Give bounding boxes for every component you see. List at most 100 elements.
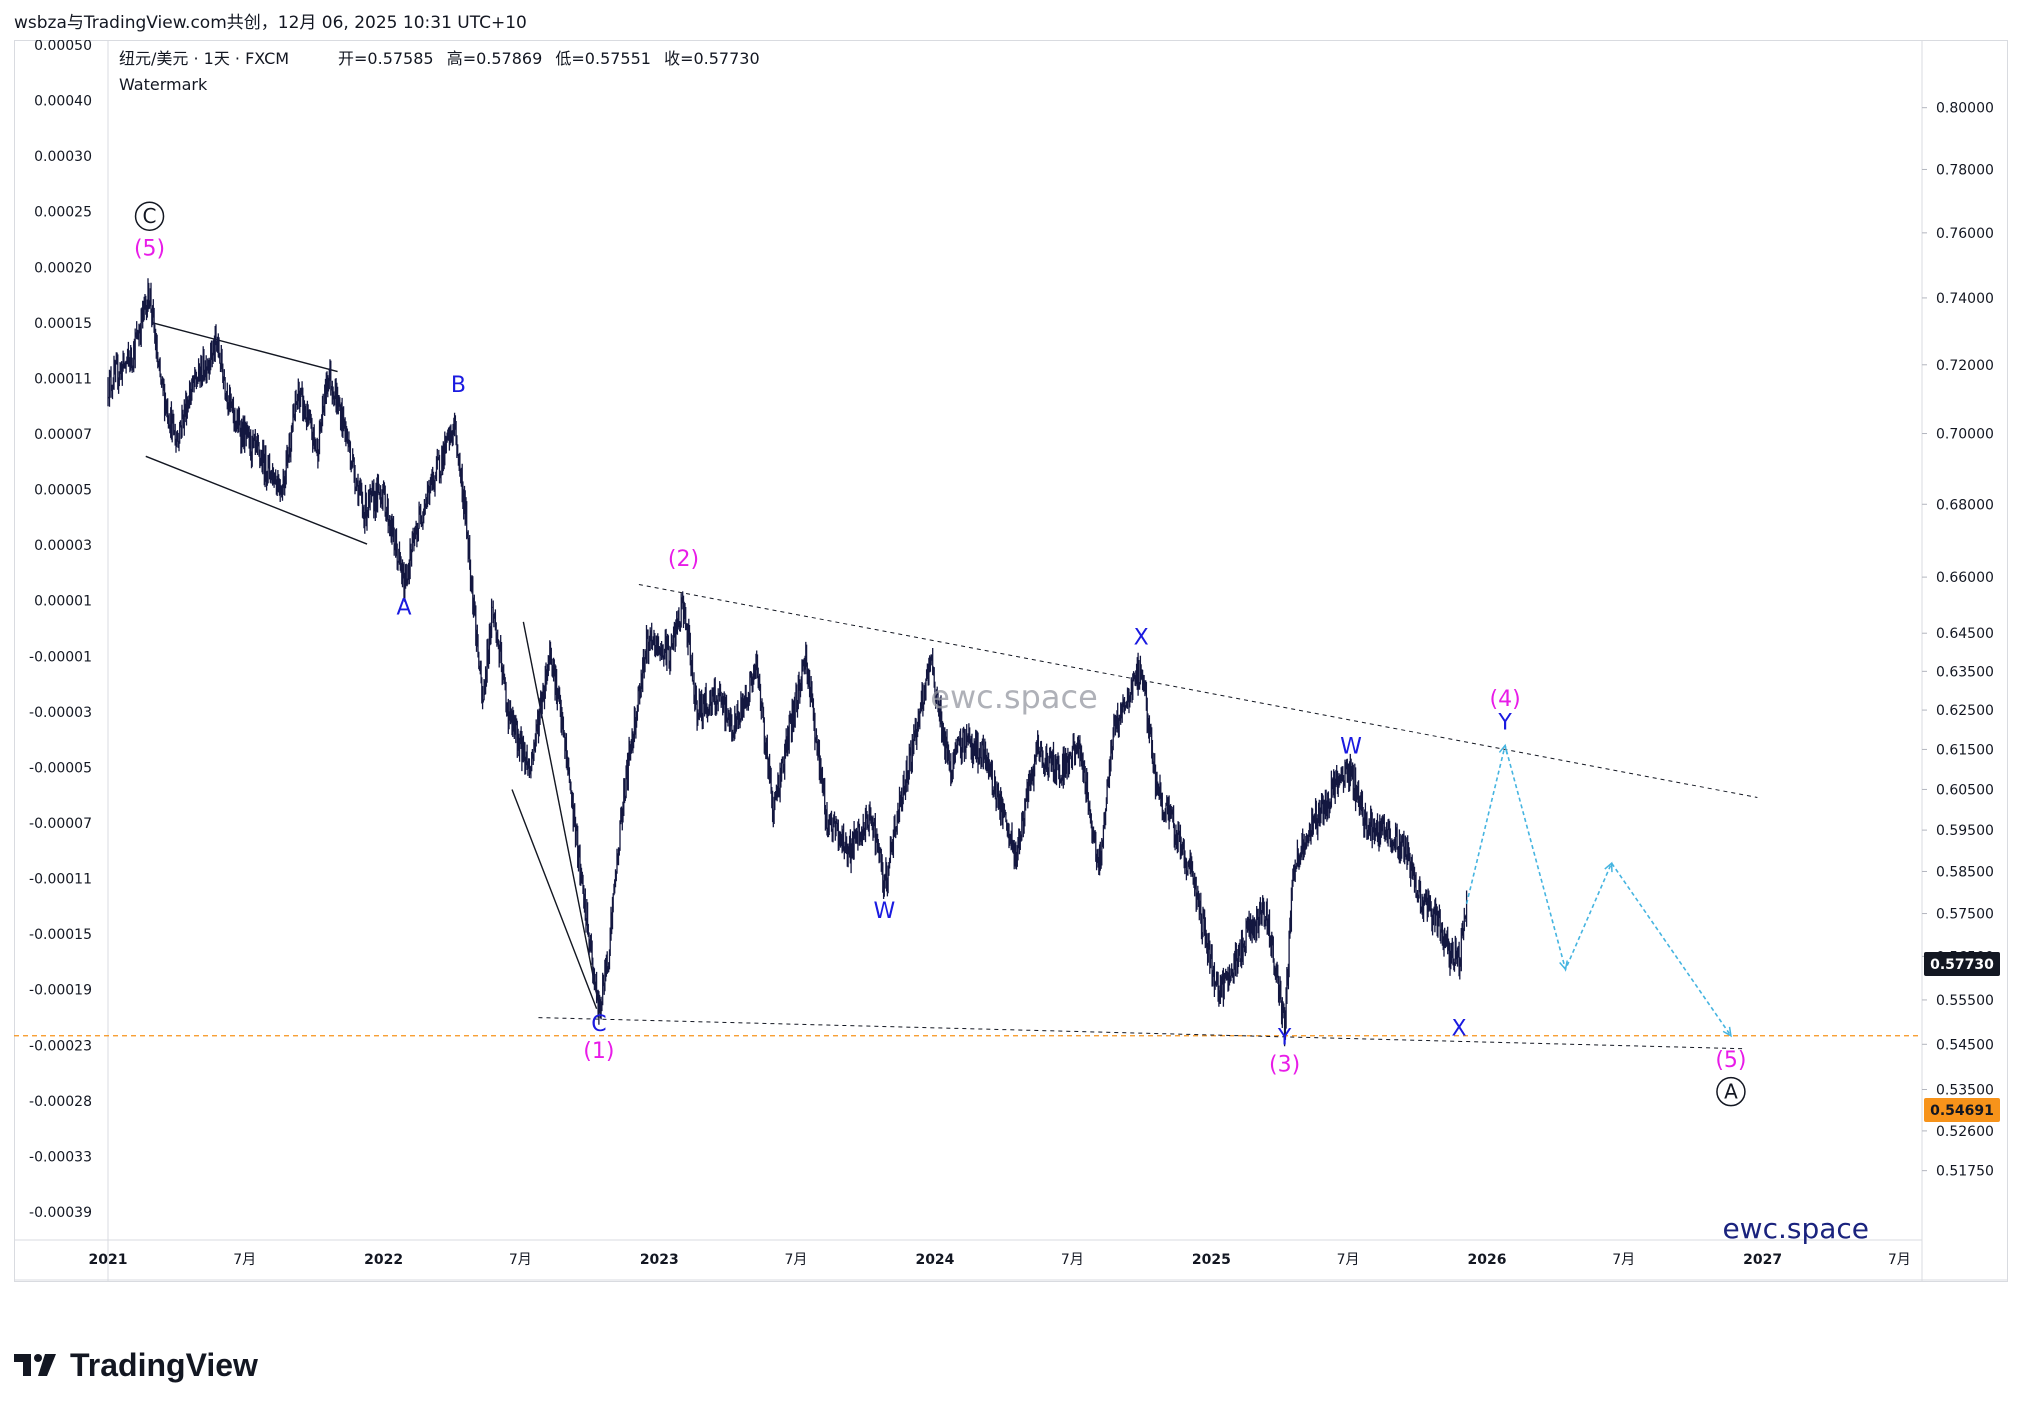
price-candles [107,278,1468,1047]
left-axis-tick-label: -0.00015 [29,927,92,943]
legend-close-value: 0.57730 [693,49,759,68]
projection-arrowhead [1498,743,1508,755]
legend-symbol: 纽元/美元 · 1天 · FXCM [119,49,289,68]
left-axis-tick-label: -0.00023 [29,1038,92,1054]
left-axis-tick-label: -0.00003 [29,705,92,721]
right-axis-tick-label: 0.78000 [1936,162,1994,178]
left-axis-tick-label: 0.00020 [34,260,92,276]
wave-label: (5) [134,236,165,261]
wave-label: A [1724,1080,1738,1104]
right-axis-tick-label: 0.68000 [1936,497,1994,513]
last-price-badge-text: 0.57730 [1930,957,1994,973]
projection-arrowhead [1722,1026,1732,1038]
right-axis-tick-label: 0.74000 [1936,291,1994,307]
wave-label: (1) [583,1039,614,1064]
wave-label: C [591,1012,606,1037]
last-price-badge-bg [1924,952,2000,976]
level-price-badge: 0.54691 [1924,1098,2000,1122]
dashed-trend-line [538,1017,1747,1050]
right-axis-tick-label: 0.52600 [1936,1124,1994,1140]
left-axis-tick-label: -0.00033 [29,1149,92,1165]
time-axis-tick-label: 7月 [1612,1252,1635,1268]
right-axis-tick-label: 0.60500 [1936,782,1994,798]
wave-label: (5) [1715,1048,1746,1073]
left-axis-tick-label: 0.00030 [34,149,92,165]
wave-label: Y [1497,711,1512,736]
left-axis-tick-label: -0.00005 [29,760,92,776]
wave-label: X [1134,626,1149,651]
right-axis-tick-label: 0.59500 [1936,823,1994,839]
left-axis-tick-label: 0.00025 [34,205,92,221]
wave-label: W [873,899,895,924]
right-axis-tick-label: 0.54500 [1936,1037,1994,1053]
time-axis-tick-label: 2022 [364,1252,403,1268]
projection-arrowhead [1604,861,1613,873]
wave-label: (2) [668,547,699,572]
right-axis-tick-label: 0.76000 [1936,226,1994,242]
solid-trend-line [145,455,368,545]
left-axis-tick-label: 0.00005 [34,483,92,499]
legend-close-label: 收= [664,49,693,68]
last-price-badge: 0.57730 [1924,952,2000,976]
right-axis-tick-label: 0.80000 [1936,101,1994,117]
footer-brand[interactable]: TradingView [14,1340,258,1390]
time-axis-tick-label: 2023 [640,1252,679,1268]
wave-label-circle [1716,1076,1746,1107]
right-axis-tick-label: 0.61500 [1936,742,1994,758]
wave-label: B [451,373,466,398]
right-axis-tick-label: 0.63500 [1936,664,1994,680]
wave-label: (4) [1490,687,1521,712]
right-axis-tick-label: 0.53500 [1936,1082,1994,1098]
chart-svg[interactable]: 0.00050 0.00040 0.00030 0.00025 0.00020 0.000… [14,38,2008,1308]
chart-caption: wsbza与TradingView.com共创，12月 06, 2025 10:… [14,13,527,33]
solid-trend-line [511,789,598,1009]
corner-watermark: ewc.space [1722,1212,1869,1245]
left-axis-tick-label: 0.00040 [34,94,92,110]
left-axis-tick-label: 0.00003 [34,538,92,554]
left-axis-tick-label: -0.00001 [29,649,92,665]
left-axis: 0.00050 0.00040 0.00030 0.00025 0.00020 0.000… [29,38,92,1221]
wave-label: C [143,204,157,228]
left-axis-tick-label: 0.00015 [34,316,92,332]
time-axis-tick-label: 2026 [1468,1252,1507,1268]
projection-arrowhead [1559,960,1568,972]
legend-low-value: 0.57551 [585,49,651,68]
left-axis-tick-label: -0.00007 [29,816,92,832]
left-axis-tick-label: 0.00007 [34,427,92,443]
wave-label-circle [134,201,165,231]
time-axis: 2021 7月 2022 7月 2023 7月 2024 7月 2025 7月 2026 7月 2027… [89,1252,1911,1268]
price-bars [107,278,1468,1047]
time-axis-tick-label: 7月 [785,1252,808,1268]
footer-brand-name: TradingView [70,1346,258,1383]
legend-high-label: 高= [447,49,476,68]
wave-label: A [397,595,412,620]
right-axis: 0.80000 0.78000 0.76000 0.74000 0.72000 0.700… [1922,101,1994,1180]
right-axis-tick-label: 0.57500 [1936,907,1994,923]
legend-watermark-label: Watermark [119,75,208,94]
center-watermark: ewc.space [930,678,1098,716]
right-axis-tick-label: 0.51750 [1936,1164,1994,1180]
left-axis-tick-label: 0.00001 [34,594,92,610]
wave-label: Y [1277,1025,1292,1050]
chart-frame: 0.00050 0.00040 0.00030 0.00025 0.00020 0.000… [14,38,2008,1308]
right-axis-tick-label: 0.64500 [1936,626,1994,642]
left-axis-tick-label: 0.00011 [34,371,92,387]
chart-border [14,40,2008,1282]
legend-high-value: 0.57869 [476,49,542,68]
left-axis-tick-label: 0.00050 [34,40,92,54]
time-axis-tick-label: 2025 [1192,1252,1231,1268]
projection-path-group [1465,743,1732,1038]
level-price-badge-text: 0.54691 [1930,1103,1994,1119]
time-axis-tick-label: 7月 [1061,1252,1084,1268]
left-axis-tick-label: -0.00011 [29,872,92,888]
right-axis-tick-label: 0.66000 [1936,570,1994,586]
legend-ohlc: 开=0.57585 高=0.57869 低=0.57551 收=0.57730 [338,49,760,68]
time-axis-tick-label: 2024 [915,1252,954,1268]
right-axis-tick-label: 0.72000 [1936,358,1994,374]
right-axis-tick-label: 0.58500 [1936,864,1994,880]
time-axis-tick-label: 7月 [233,1252,256,1268]
dashed-trend-line [638,584,1758,799]
time-axis-tick-label: 2021 [89,1252,128,1268]
